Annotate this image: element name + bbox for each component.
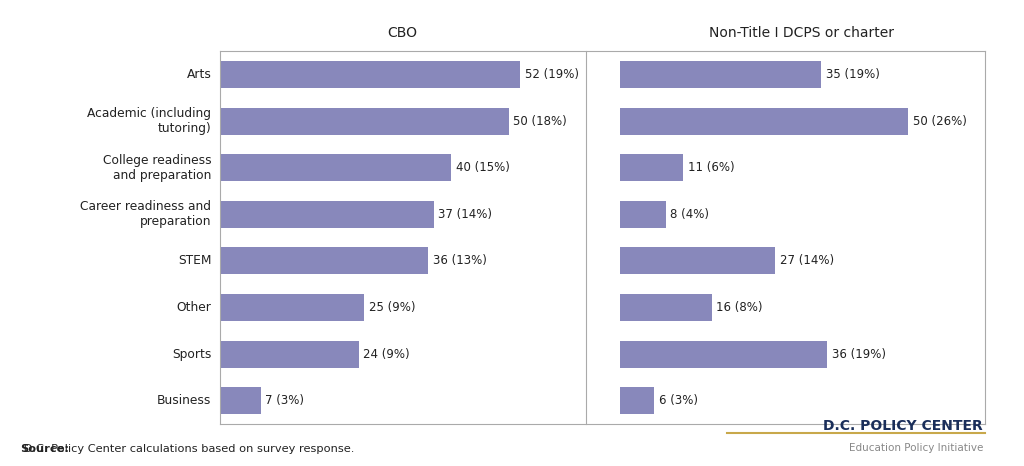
Text: 36 (19%): 36 (19%) [831,348,886,361]
Bar [620,387,654,414]
Text: 50 (26%): 50 (26%) [912,115,967,128]
Text: 36 (13%): 36 (13%) [432,254,486,267]
Bar [620,61,821,88]
Bar [620,341,827,368]
Text: 37 (14%): 37 (14%) [438,208,493,221]
Bar [620,247,775,274]
Text: Sports: Sports [172,348,211,361]
Text: Academic (including
tutoring): Academic (including tutoring) [87,107,211,135]
Text: 35 (19%): 35 (19%) [826,68,880,81]
Bar [220,201,433,228]
Text: Other: Other [176,301,211,314]
Text: 8 (4%): 8 (4%) [671,208,710,221]
Text: 6 (3%): 6 (3%) [658,394,697,407]
Text: D.C. Policy Center calculations based on survey response.: D.C. Policy Center calculations based on… [20,445,355,454]
Bar [220,294,365,321]
Text: Career readiness and
preparation: Career readiness and preparation [80,200,211,228]
Bar [220,387,260,414]
Text: Education Policy Initiative: Education Policy Initiative [849,443,983,453]
Text: Non-Title I DCPS or charter: Non-Title I DCPS or charter [709,26,894,40]
Bar [220,61,520,88]
Bar [620,201,666,228]
Text: 27 (14%): 27 (14%) [780,254,835,267]
Text: Arts: Arts [186,68,211,81]
Bar [620,294,712,321]
Bar [620,108,908,135]
Text: 16 (8%): 16 (8%) [717,301,763,314]
Text: 50 (18%): 50 (18%) [513,115,567,128]
Bar [620,154,683,181]
Text: 7 (3%): 7 (3%) [265,394,304,407]
Text: Business: Business [157,394,211,407]
Text: 52 (19%): 52 (19%) [525,68,579,81]
Text: 25 (9%): 25 (9%) [369,301,416,314]
Text: 11 (6%): 11 (6%) [687,161,734,174]
Bar [220,247,428,274]
Text: D.C. POLICY CENTER: D.C. POLICY CENTER [823,419,983,433]
Text: 24 (9%): 24 (9%) [364,348,410,361]
Bar [220,341,358,368]
Text: STEM: STEM [178,254,211,267]
Text: 40 (15%): 40 (15%) [456,161,510,174]
Text: CBO: CBO [387,26,417,40]
Text: Source:: Source: [20,445,70,454]
Bar [220,154,451,181]
Bar [220,108,509,135]
Text: College readiness
and preparation: College readiness and preparation [102,154,211,182]
